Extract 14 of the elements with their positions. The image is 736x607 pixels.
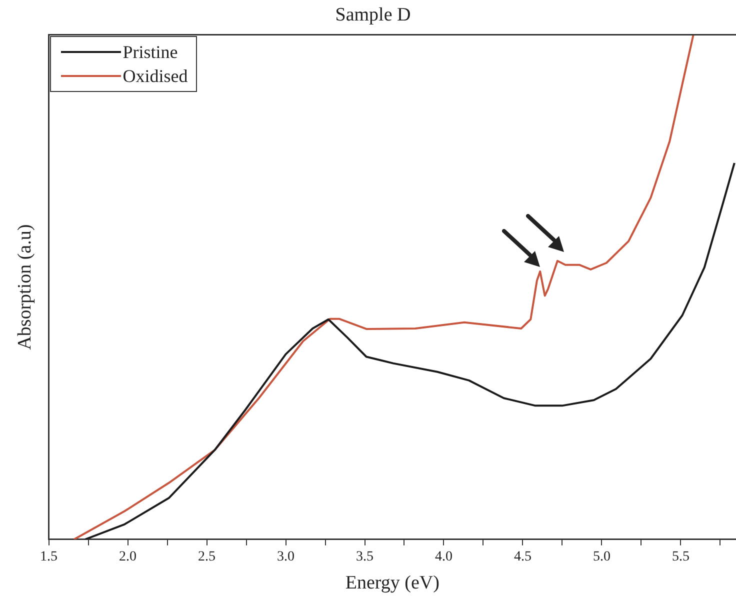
x-tick-label: 4.0 — [434, 549, 452, 564]
x-axis-title: Energy (eV) — [345, 572, 440, 594]
legend-label: Oxidised — [122, 64, 188, 88]
y-axis-title: Absorption (a.u) — [14, 224, 36, 350]
chart-title: Sample D — [335, 4, 411, 26]
legend-label: Pristine — [122, 40, 178, 64]
x-tick-label: 4.5 — [514, 549, 532, 564]
x-tick-label: 3.5 — [356, 549, 374, 564]
x-tick-label: 1.5 — [40, 549, 58, 564]
x-tick-label: 5.5 — [672, 549, 690, 564]
x-tick-label: 3.0 — [277, 549, 295, 564]
x-tick-label: 5.0 — [592, 549, 610, 564]
x-tick-label: 2.0 — [119, 549, 137, 564]
x-tick-label: 2.5 — [198, 549, 216, 564]
